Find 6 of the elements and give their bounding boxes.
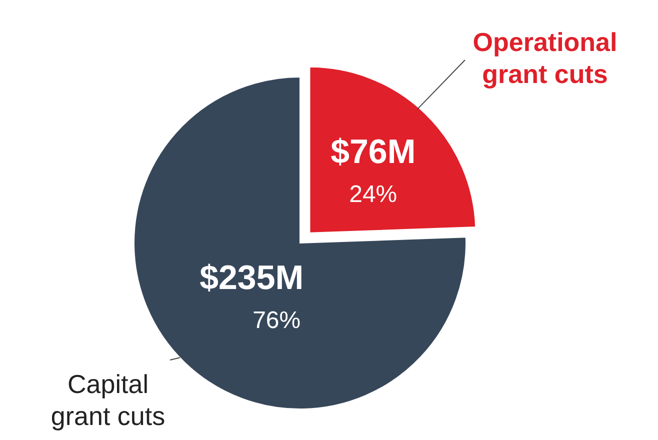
text: 24%: [349, 181, 398, 208]
data-label: $235M: [200, 259, 304, 298]
slice-label: Operational grant cuts: [472, 27, 618, 89]
data-label: $76M: [330, 133, 416, 172]
slice-label: Capital grant cuts: [50, 369, 166, 431]
text: 76%: [252, 307, 301, 334]
